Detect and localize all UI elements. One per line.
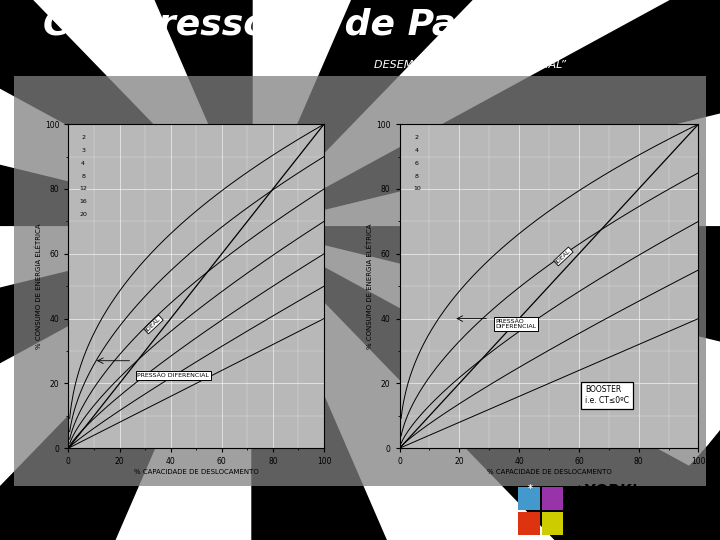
- Wedge shape: [252, 0, 419, 227]
- Text: *: *: [528, 484, 533, 495]
- Y-axis label: % CONSUMO DE ENERGIA ELÉTRICA: % CONSUMO DE ENERGIA ELÉTRICA: [366, 224, 373, 349]
- Text: PRESSÃO
DIFERENCIAL: PRESSÃO DIFERENCIAL: [495, 319, 536, 329]
- Y-axis label: % CONSUMO DE ENERGIA ELÉTRICA: % CONSUMO DE ENERGIA ELÉTRICA: [35, 224, 42, 349]
- Text: DESEMPENHO A “CARGA PARCIAL”: DESEMPENHO A “CARGA PARCIAL”: [374, 59, 567, 70]
- X-axis label: % CAPACIDADE DE DESLOCAMENTO: % CAPACIDADE DE DESLOCAMENTO: [487, 469, 611, 475]
- Bar: [14, 76, 706, 486]
- Text: BOOSTER
i.e. CT≤0ºC: BOOSTER i.e. CT≤0ºC: [585, 386, 629, 405]
- Bar: [518, 487, 540, 510]
- Wedge shape: [0, 227, 252, 540]
- Wedge shape: [0, 227, 252, 352]
- Wedge shape: [85, 0, 252, 227]
- Wedge shape: [252, 227, 689, 540]
- Text: PRESSÃO DIFERENCIAL: PRESSÃO DIFERENCIAL: [138, 373, 210, 378]
- Wedge shape: [252, 0, 720, 227]
- Bar: [541, 512, 563, 535]
- Wedge shape: [252, 0, 570, 227]
- Wedge shape: [252, 0, 689, 227]
- Wedge shape: [0, 102, 252, 227]
- Bar: [518, 512, 540, 535]
- Text: Compressores de Parafusos: Compressores de Parafusos: [43, 8, 608, 42]
- Wedge shape: [0, 0, 252, 227]
- Wedge shape: [252, 102, 720, 227]
- Bar: [541, 487, 563, 510]
- Wedge shape: [252, 227, 720, 465]
- X-axis label: % CAPACIDADE DE DESLOCAMENTO: % CAPACIDADE DE DESLOCAMENTO: [134, 469, 258, 475]
- Wedge shape: [0, 227, 252, 540]
- Wedge shape: [0, 227, 252, 465]
- Wedge shape: [252, 227, 419, 540]
- Text: IDEAL: IDEAL: [145, 316, 162, 333]
- Wedge shape: [252, 227, 570, 540]
- Text: ❅YORK’: ❅YORK’: [572, 484, 638, 499]
- Wedge shape: [252, 227, 720, 352]
- Wedge shape: [0, 0, 252, 227]
- Wedge shape: [85, 227, 252, 540]
- Text: Refrigeration: Refrigeration: [576, 510, 626, 519]
- Text: IDEAL: IDEAL: [555, 248, 572, 265]
- Wedge shape: [0, 0, 252, 227]
